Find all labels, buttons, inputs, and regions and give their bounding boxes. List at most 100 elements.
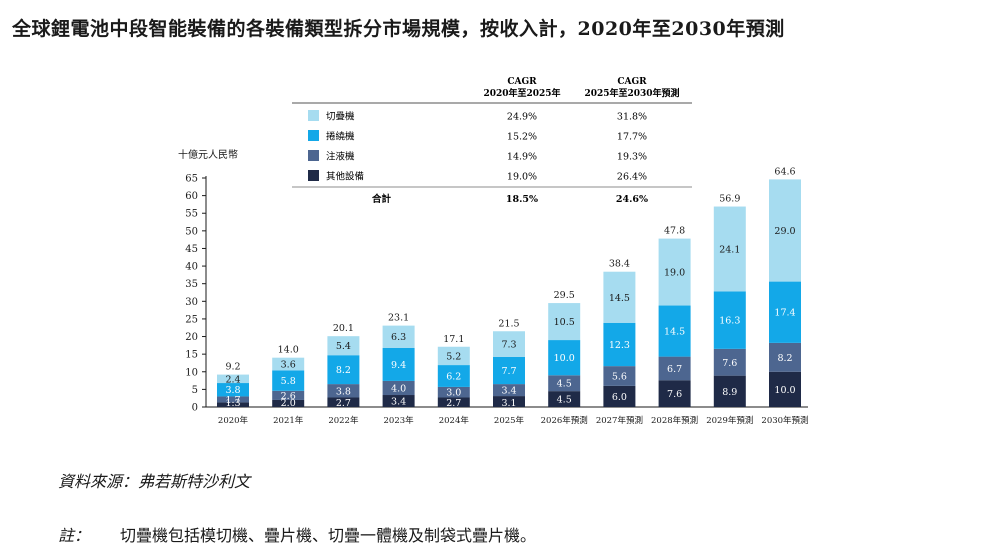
bar-total-label: 38.4 <box>609 259 630 270</box>
x-tick-label: 2028年預測 <box>651 415 698 426</box>
segment-value-label: 17.4 <box>774 308 795 319</box>
x-axis-labels: 2020年 2021年 2022年 2023年 2024年 2025年 2026年預測 202… <box>218 415 809 426</box>
bar-segment-cut_stack <box>658 238 691 306</box>
legend-total-cagr1: 18.5% <box>506 194 538 205</box>
segment-value-label: 10.5 <box>554 317 575 328</box>
bar-segment-injection <box>769 342 801 372</box>
x-tick-label: 2026年預測 <box>541 415 588 426</box>
legend-label: 捲繞機 <box>326 131 355 143</box>
bar-segment-cut_stack <box>493 331 525 357</box>
y-tick-label: 65 <box>185 174 198 185</box>
bar-segment-winding <box>382 347 415 381</box>
bar-segment-injection <box>382 380 415 396</box>
segment-value-label: 3.6 <box>281 360 296 371</box>
segment-value-label: 4.5 <box>557 379 572 390</box>
x-tick-label: 2024年 <box>439 415 470 426</box>
y-axis-label: 十億元人民幣 <box>178 148 238 161</box>
segment-value-label: 3.1 <box>501 398 516 409</box>
segment-value-label: 6.7 <box>667 364 682 375</box>
segment-value-label: 9.4 <box>391 360 406 371</box>
segment-value-label: 2.6 <box>281 391 296 402</box>
bar-segment-other <box>437 397 470 407</box>
bar-segment-injection <box>272 390 305 400</box>
bar-segment-cut_stack <box>603 271 636 323</box>
bar-segment-cut_stack <box>437 346 470 366</box>
segment-value-label: 10.0 <box>774 385 795 396</box>
segment-value-label: 5.8 <box>281 376 296 387</box>
x-tick-label: 2021年 <box>273 415 304 426</box>
segment-value-label: 6.0 <box>612 392 627 403</box>
bar-segment-winding <box>437 365 470 387</box>
y-tick-label: 15 <box>185 350 198 361</box>
bar-segment-injection <box>437 386 470 398</box>
legend-swatch-cut_stack <box>308 110 319 121</box>
segment-value-label: 2.7 <box>336 398 351 409</box>
segment-value-label: 3.4 <box>391 397 406 408</box>
segment-value-label: 6.3 <box>391 332 406 343</box>
x-tick-label: 2025年 <box>494 415 525 426</box>
segment-value-label: 3.8 <box>336 386 351 397</box>
segment-value-label: 8.9 <box>722 387 737 398</box>
bar-segment-cut_stack <box>327 336 360 356</box>
segment-value-label: 3.8 <box>225 385 240 396</box>
segment-value-label: 10.0 <box>554 353 575 364</box>
segment-value-label: 2.7 <box>446 398 461 409</box>
bar-total-label: 9.2 <box>225 362 240 373</box>
bars-group: 1.31.73.82.49.22.02.65.83.614.02.73.88.2… <box>217 166 801 409</box>
legend-swatch-injection <box>308 150 319 161</box>
bar-segment-winding <box>493 356 525 385</box>
y-tick-label: 45 <box>185 244 198 255</box>
segment-value-label: 5.4 <box>336 341 351 352</box>
y-tick-label: 30 <box>185 297 198 308</box>
bar-segment-injection <box>658 356 691 381</box>
bar-segment-cut_stack <box>713 206 746 292</box>
bar-segment-winding <box>658 305 691 357</box>
legend-header-period2: 2025年至2030年預測 <box>584 87 679 99</box>
legend-label: 切疊機 <box>326 111 355 123</box>
bar-segment-other <box>548 391 581 407</box>
bar-segment-injection <box>327 384 360 398</box>
segment-value-label: 7.6 <box>667 389 682 400</box>
bar-segment-injection <box>713 348 746 376</box>
segment-value-label: 29.0 <box>774 226 795 237</box>
bar-total-label: 23.1 <box>388 313 409 324</box>
bar-total-label: 21.5 <box>498 318 519 329</box>
segment-value-label: 7.7 <box>501 366 516 377</box>
segment-value-label: 16.3 <box>719 316 740 327</box>
note: 註： 切疊機包括模切機、疊片機、切疊一體機及制袋式疊片機。 <box>58 522 536 546</box>
x-tick-label: 2029年預測 <box>706 415 753 426</box>
y-tick-label: 0 <box>192 403 198 414</box>
segment-value-label: 5.2 <box>446 351 461 362</box>
bar-segment-other <box>327 397 360 407</box>
legend-total-cagr2: 24.6% <box>616 194 648 205</box>
segment-value-label: 1.3 <box>225 398 240 409</box>
source-text: 資料來源：弗若斯特沙利文 <box>58 472 251 491</box>
bar-total-label: 29.5 <box>554 290 575 301</box>
bar-segment-injection <box>493 384 525 397</box>
bar-total-label: 56.9 <box>719 194 740 205</box>
segment-value-label: 3.4 <box>501 386 516 397</box>
bar-segment-cut_stack <box>382 325 415 348</box>
bar-segment-cut_stack <box>272 357 305 371</box>
x-tick-label: 2022年 <box>328 415 359 426</box>
bar-segment-winding <box>217 383 249 397</box>
legend-cagr1: 24.9% <box>507 112 537 123</box>
bar-segment-cut_stack <box>217 374 249 384</box>
legend-cagr2: 26.4% <box>617 172 647 183</box>
segment-value-label: 1.7 <box>225 395 240 406</box>
segment-value-label: 24.1 <box>719 244 740 255</box>
bar-segment-injection <box>603 366 636 386</box>
bar-segment-other <box>217 402 249 407</box>
legend-cagr1: 19.0% <box>507 172 537 183</box>
bar-segment-winding <box>548 340 581 376</box>
legend-cagr1: 15.2% <box>507 132 537 143</box>
bar-segment-winding <box>713 291 746 349</box>
bar-total-label: 64.6 <box>774 166 795 177</box>
legend-cagr2: 19.3% <box>617 152 647 163</box>
bar-segment-other <box>769 371 801 407</box>
bar-total-label: 47.8 <box>664 226 685 237</box>
legend-cagr2: 31.8% <box>617 112 647 123</box>
legend-label: 注液機 <box>326 151 355 163</box>
legend-header-cagr1: CAGR <box>507 77 537 87</box>
